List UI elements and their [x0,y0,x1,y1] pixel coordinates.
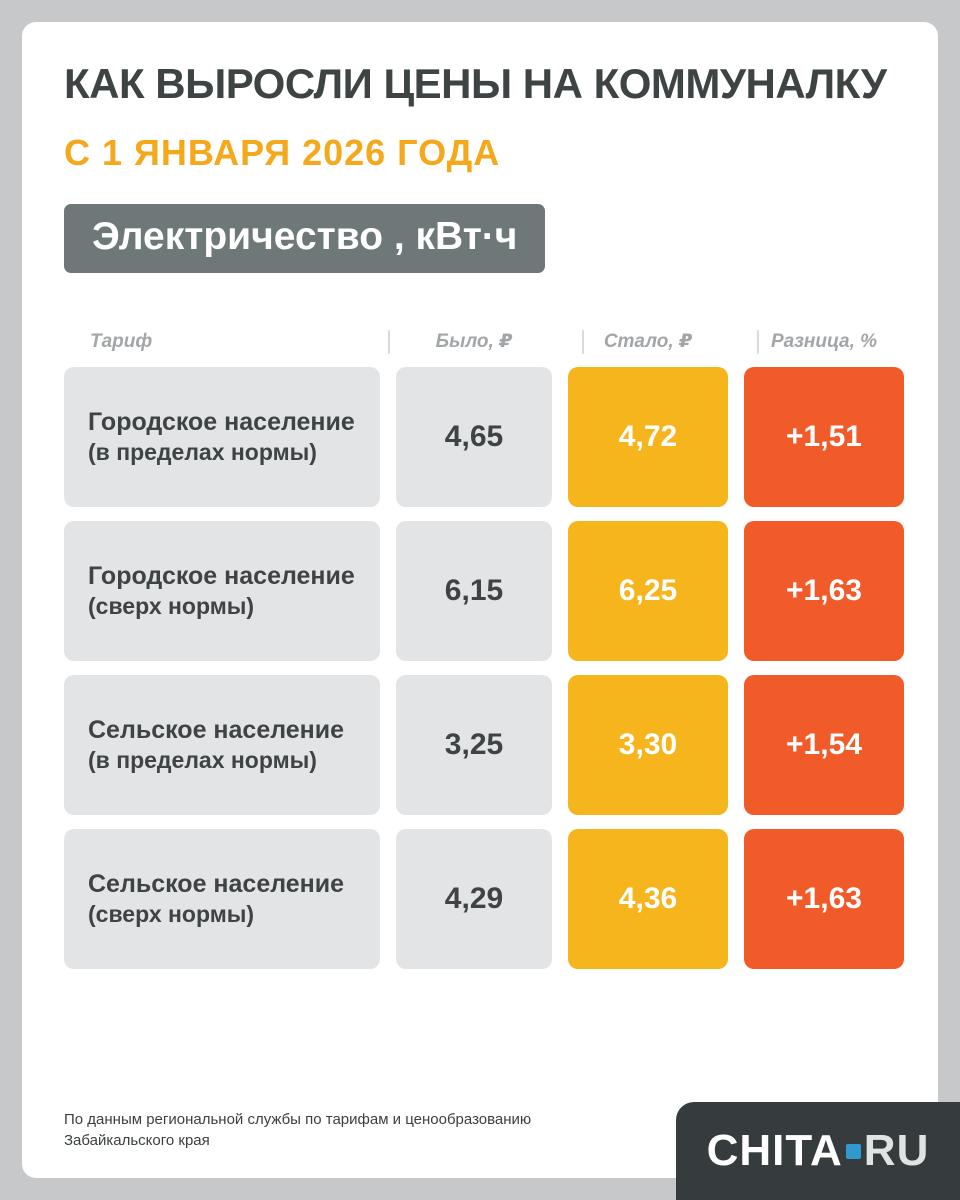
chita-ru-logo: CHITA RU [676,1102,960,1200]
tariff-name: Городское население [88,407,355,436]
tariff-note: (сверх нормы) [88,901,255,928]
infographic-card: КАК ВЫРОСЛИ ЦЕНЫ НА КОММУНАЛКУ С 1 ЯНВАР… [22,22,938,1178]
table-row-tariff-cell: Сельское население (сверх нормы) [64,828,380,969]
source-note-line2: Забайкальского края [64,1132,210,1150]
was-value: 6,15 [396,520,552,661]
source-note: По данным региональной службы по тарифам… [64,1109,531,1153]
tariff-name: Сельское население [88,869,345,898]
diff-value: +1,51 [744,366,904,507]
was-value: 4,65 [396,366,552,507]
now-value: 4,36 [568,828,728,969]
now-value: 6,25 [568,520,728,661]
tariff-note: (в пределах нормы) [88,747,317,774]
page-subtitle: С 1 ЯНВАРЯ 2026 ГОДА [64,132,501,174]
diff-value: +1,54 [744,674,904,815]
column-header-diff: Разница, % [770,330,878,352]
logo-blue-square-icon [845,1143,861,1159]
table-row-tariff-cell: Городское население (сверх нормы) [64,520,380,661]
now-value: 3,30 [568,674,728,815]
header-divider [388,329,390,354]
logo-text-ru: RU [863,1126,930,1175]
column-header-now: Стало, ₽ [603,331,693,353]
tariff-note: (в пределах нормы) [88,439,317,466]
source-note-line1: По данным региональной службы по тарифам… [64,1110,532,1128]
tariff-name: Городское население [88,561,355,590]
was-value: 4,29 [396,828,552,969]
diff-value: +1,63 [744,520,904,661]
logo-text-chita: CHITA [706,1126,843,1175]
table-row-tariff-cell: Сельское население (в пределах нормы) [64,674,380,815]
now-value: 4,72 [568,366,728,507]
was-value: 3,25 [396,674,552,815]
header-divider [757,329,759,354]
tariff-name: Сельское население [88,715,345,744]
table-header: Тариф Было, ₽ Стало, ₽ Разница, % [64,329,896,355]
column-header-tariff: Тариф [90,330,153,352]
page-title: КАК ВЫРОСЛИ ЦЕНЫ НА КОММУНАЛКУ [64,60,887,107]
tariff-table: Городское население (в пределах нормы) 4… [64,366,904,969]
table-row-tariff-cell: Городское население (в пределах нормы) [64,366,380,507]
diff-value: +1,63 [744,828,904,969]
header-divider [582,329,584,354]
column-header-was: Было, ₽ [435,331,513,353]
tariff-note: (сверх нормы) [88,593,255,620]
section-badge: Электричество , кВт·ч [64,203,546,273]
